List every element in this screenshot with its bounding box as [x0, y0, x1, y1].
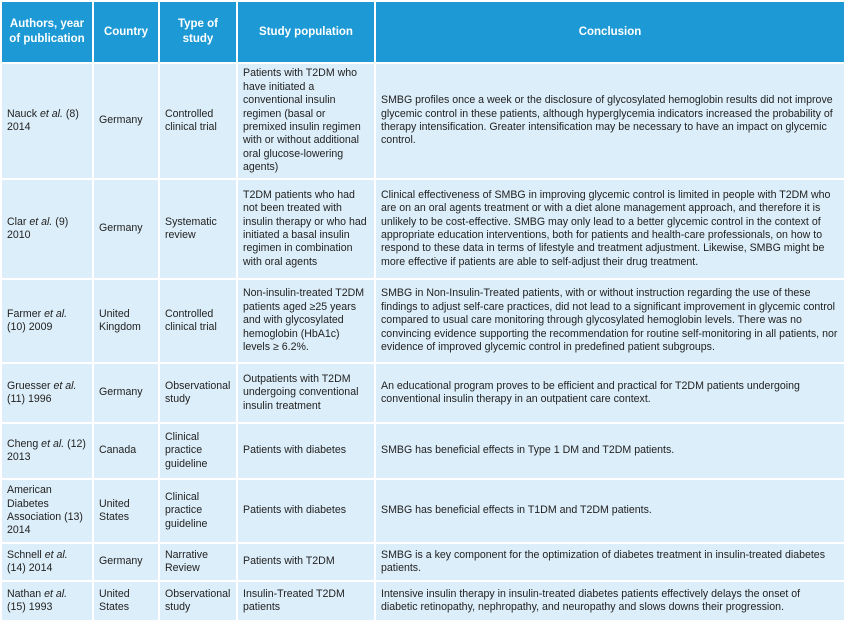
- author-text: (14) 2014: [7, 562, 53, 574]
- conclusion-cell: SMBG profiles once a week or the disclos…: [374, 62, 846, 180]
- author-cell: Nauck et al. (8) 2014: [0, 62, 94, 180]
- author-text: (12) 2013: [7, 437, 86, 463]
- table-row: Nauck et al. (8) 2014 Germany Controlled c…: [0, 62, 846, 180]
- country-cell: Germany: [92, 542, 160, 582]
- population-cell: T2DM patients who had not been treated w…: [236, 178, 376, 280]
- header-cell: Authors, year of publication: [0, 0, 94, 64]
- country-cell: Germany: [92, 62, 160, 180]
- header-cell: Conclusion: [374, 0, 846, 64]
- type-cell: Controlled clinical trial: [158, 278, 238, 364]
- author-text: Farmer: [7, 307, 45, 320]
- conclusion-cell: SMBG in Non-Insulin-Treated patients, wi…: [374, 278, 846, 364]
- author-text: (8) 2014: [7, 107, 79, 133]
- country-cell: United Kingdom: [92, 278, 160, 364]
- population-cell: Patients with diabetes: [236, 478, 376, 544]
- conclusion-cell: SMBG has beneficial effects in T1DM and …: [374, 478, 846, 544]
- conclusion-cell: SMBG has beneficial effects in Type 1 DM…: [374, 422, 846, 480]
- conclusion-cell: SMBG is a key component for the optimiza…: [374, 542, 846, 582]
- author-text: et al.: [39, 107, 63, 120]
- table-row: Nathan et al. (15) 1993 United States Obse…: [0, 580, 846, 622]
- conclusion-cell: Intensive insulin therapy in insulin-tre…: [374, 580, 846, 622]
- type-cell: Controlled clinical trial: [158, 62, 238, 180]
- table-row: Gruesser et al. (11) 1996 Germany Observat…: [0, 362, 846, 424]
- table-row: Farmer et al. (10) 2009 United Kingdom Con…: [0, 278, 846, 364]
- author-text: (10) 2009: [7, 321, 53, 333]
- population-cell: Non-insulin-treated T2DM patients aged ≥…: [236, 278, 376, 364]
- author-cell: Nathan et al. (15) 1993: [0, 580, 94, 622]
- author-text: Cheng: [7, 437, 42, 450]
- country-cell: United States: [92, 478, 160, 544]
- author-text: Nauck: [7, 107, 40, 120]
- author-text: (11) 1996: [7, 393, 52, 405]
- table-body: Nauck et al. (8) 2014 Germany Controlled c…: [0, 62, 846, 622]
- author-text: Clar: [7, 215, 30, 228]
- population-cell: Patients with T2DM who have initiated a …: [236, 62, 376, 180]
- author-cell: Cheng et al. (12) 2013: [0, 422, 94, 480]
- conclusion-cell: An educational program proves to be effi…: [374, 362, 846, 424]
- type-cell: Clinical practice guideline: [158, 478, 238, 544]
- table-row: Schnell et al. (14) 2014 Germany Narrative…: [0, 542, 846, 582]
- table-row: Clar et al. (9) 2010 Germany Systematic re…: [0, 178, 846, 280]
- author-text: Gruesser: [7, 379, 54, 392]
- conclusion-cell: Clinical effectiveness of SMBG in improv…: [374, 178, 846, 280]
- author-text: et al.: [44, 587, 68, 600]
- author-text: et al.: [44, 307, 68, 320]
- author-text: (9) 2010: [7, 215, 69, 241]
- country-cell: United States: [92, 580, 160, 622]
- type-cell: Observational study: [158, 362, 238, 424]
- author-cell: Clar et al. (9) 2010: [0, 178, 94, 280]
- author-cell: Farmer et al. (10) 2009: [0, 278, 94, 364]
- header-row: Authors, year of publication Country Type …: [0, 0, 846, 64]
- author-text: et al.: [41, 437, 65, 450]
- author-cell: American Diabetes Association (13) 2014: [0, 478, 94, 544]
- author-text: et al.: [29, 215, 53, 228]
- header-cell: Study population: [236, 0, 376, 64]
- population-cell: Outpatients with T2DM undergoing convent…: [236, 362, 376, 424]
- header-cell: Country: [92, 0, 160, 64]
- country-cell: Germany: [92, 362, 160, 424]
- author-text: (15) 1993: [7, 601, 53, 613]
- type-cell: Systematic review: [158, 178, 238, 280]
- author-text: et al.: [44, 548, 68, 561]
- author-text: Nathan: [7, 587, 45, 600]
- table-row: American Diabetes Association (13) 2014 U…: [0, 478, 846, 544]
- country-cell: Germany: [92, 178, 160, 280]
- population-cell: Patients with T2DM: [236, 542, 376, 582]
- type-cell: Narrative Review: [158, 542, 238, 582]
- type-cell: Clinical practice guideline: [158, 422, 238, 480]
- author-cell: Gruesser et al. (11) 1996: [0, 362, 94, 424]
- country-cell: Canada: [92, 422, 160, 480]
- author-text: et al.: [53, 379, 77, 392]
- author-text: American Diabetes Association (13) 2014: [7, 484, 83, 537]
- header-cell: Type of study: [158, 0, 238, 64]
- type-cell: Observational study: [158, 580, 238, 622]
- population-cell: Patients with diabetes: [236, 422, 376, 480]
- author-cell: Schnell et al. (14) 2014: [0, 542, 94, 582]
- author-text: Schnell: [7, 548, 45, 561]
- population-cell: Insulin-Treated T2DM patients: [236, 580, 376, 622]
- table-row: Cheng et al. (12) 2013 Canada Clinical pra…: [0, 422, 846, 480]
